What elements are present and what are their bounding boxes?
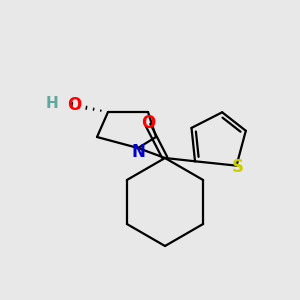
Text: H: H: [46, 97, 59, 112]
Text: O: O: [67, 96, 81, 114]
Text: S: S: [232, 158, 244, 175]
Text: O: O: [141, 114, 155, 132]
Text: N: N: [131, 143, 145, 161]
